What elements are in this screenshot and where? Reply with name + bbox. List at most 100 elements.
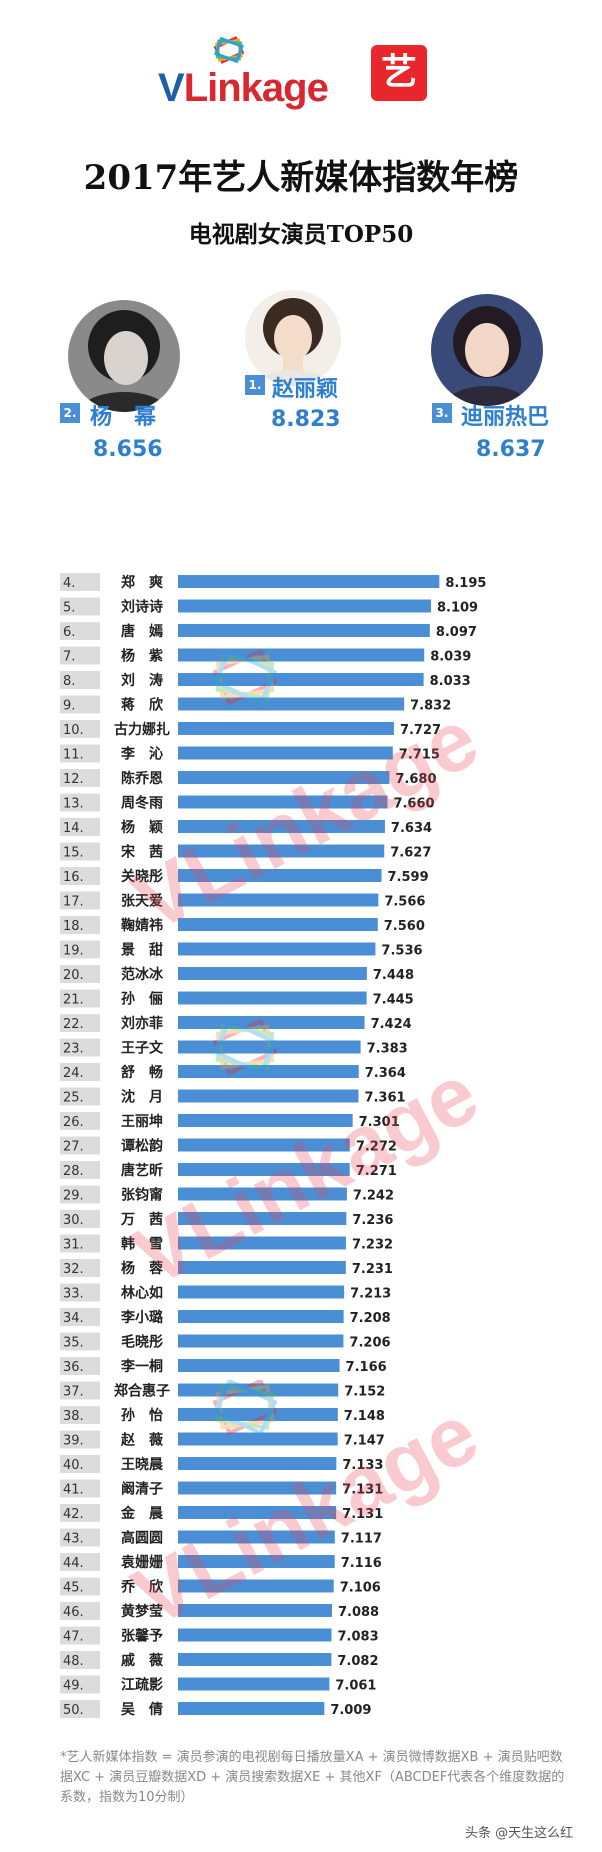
- rank-cell: [60, 1259, 100, 1277]
- value-label: 7.660: [393, 797, 434, 812]
- bar: [178, 1016, 365, 1029]
- rank-cell: [60, 793, 100, 812]
- value-label: 8.033: [430, 674, 471, 689]
- bar: [178, 673, 424, 686]
- rank-label: 41.: [63, 1483, 84, 1498]
- actress-name: 阚清子: [121, 1481, 163, 1498]
- value-label: 7.448: [373, 968, 414, 983]
- value-label: 7.117: [341, 1532, 382, 1547]
- value-label: 7.131: [342, 1507, 383, 1522]
- actress-name: 王晓晨: [121, 1456, 164, 1473]
- rank-cell: [60, 1700, 100, 1718]
- bar: [178, 1530, 335, 1544]
- value-label: 7.148: [344, 1409, 385, 1424]
- actress-name: 李一桐: [120, 1358, 163, 1375]
- rank-cell: [60, 1577, 100, 1596]
- rank-cell: [60, 1479, 100, 1498]
- rank-label: 34.: [63, 1311, 84, 1326]
- bar: [178, 771, 390, 784]
- page-subtitle: 电视剧女演员TOP50: [188, 221, 414, 248]
- rank-label: 42.: [63, 1507, 84, 1522]
- rank-label: 35.: [63, 1336, 84, 1351]
- bar: [178, 575, 440, 588]
- rank-cell: [60, 867, 100, 885]
- bar: [178, 1089, 359, 1103]
- rank-cell: [60, 1528, 100, 1547]
- rank-label: 20.: [63, 968, 84, 983]
- rank2-score: 8.656: [93, 437, 163, 462]
- value-label: 7.133: [342, 1458, 383, 1473]
- rank3-score: 8.637: [476, 437, 546, 462]
- bar: [178, 844, 385, 858]
- actress-name: 江疏影: [121, 1677, 163, 1694]
- value-label: 8.039: [430, 650, 471, 665]
- rank-label: 10.: [63, 723, 84, 738]
- value-label: 7.536: [381, 944, 422, 959]
- rank3-name: 迪丽热巴: [461, 405, 550, 430]
- rank-label: 50.: [63, 1703, 84, 1718]
- bar: [178, 1432, 338, 1446]
- bar: [178, 893, 379, 907]
- rank-label: 26.: [63, 1115, 84, 1130]
- rank-cell: [60, 1651, 100, 1669]
- rank-label: 22.: [63, 1017, 84, 1032]
- rank-cell: [60, 1675, 100, 1694]
- bar: [178, 820, 385, 833]
- value-label: 7.271: [356, 1164, 397, 1179]
- rank-cell: [60, 1504, 100, 1522]
- rank-label: 30.: [63, 1213, 84, 1228]
- value-label: 8.195: [445, 576, 486, 591]
- rank-label: 44.: [63, 1556, 84, 1571]
- rank-label: 11.: [63, 748, 84, 763]
- bar: [178, 648, 425, 662]
- bar: [178, 1236, 346, 1250]
- value-label: 7.715: [399, 748, 440, 763]
- actress-name: 高圆圆: [121, 1530, 163, 1547]
- rank-label: 49.: [63, 1679, 84, 1694]
- rank-cell: [60, 597, 100, 616]
- rank-label: 39.: [63, 1434, 84, 1449]
- value-label: 7.634: [391, 821, 432, 836]
- rank-cell: [60, 1234, 100, 1253]
- rank-cell: [60, 1357, 100, 1375]
- footnote: *艺人新媒体指数 = 演员参演的电视剧每日播放量XA + 演员微博数据XB + …: [60, 1750, 565, 1805]
- avatar-rank1: [245, 290, 341, 386]
- bar: [178, 1481, 337, 1495]
- actress-name: 范冰冰: [121, 966, 164, 983]
- rank-cell: [60, 965, 100, 983]
- bar: [178, 1653, 332, 1666]
- bar: [178, 1187, 347, 1201]
- rank-label: 25.: [63, 1091, 84, 1106]
- actress-name: 张天爱: [121, 894, 163, 910]
- actress-name: 张钧甯: [121, 1187, 163, 1204]
- value-label: 7.424: [371, 1017, 412, 1032]
- rank-cell: [60, 769, 100, 787]
- actress-name: 谭松韵: [121, 1138, 163, 1155]
- actress-name: 毛晓彤: [121, 1334, 163, 1351]
- actress-name: 张馨予: [121, 1628, 163, 1645]
- value-label: 7.242: [353, 1189, 394, 1204]
- value-label: 7.560: [384, 919, 425, 934]
- rank-cell: [60, 940, 100, 959]
- value-label: 7.082: [337, 1654, 378, 1669]
- actress-name: 李 沁: [120, 746, 163, 763]
- actress-name: 古力娜扎: [114, 721, 170, 738]
- rank-cell: [60, 1406, 100, 1424]
- actress-name: 韩 雪: [121, 1236, 163, 1253]
- rank-label: 6.: [63, 625, 75, 640]
- rank-label: 12.: [63, 772, 84, 787]
- value-label: 7.231: [352, 1262, 393, 1277]
- rank-label: 15.: [63, 846, 84, 861]
- value-label: 8.097: [436, 625, 477, 640]
- actress-name: 刘 涛: [121, 672, 163, 689]
- rank-cell: [60, 1332, 100, 1351]
- actress-name: 李小璐: [120, 1309, 163, 1326]
- bar: [178, 1506, 337, 1519]
- actress-name: 王丽坤: [121, 1113, 163, 1130]
- rank2-name: 杨 幂: [90, 405, 157, 430]
- bar: [178, 1065, 359, 1078]
- header: VLinkage 艺: [0, 0, 602, 120]
- rank-cell: [60, 1210, 100, 1228]
- actress-name: 赵 薇: [120, 1432, 163, 1449]
- bar: [178, 697, 405, 711]
